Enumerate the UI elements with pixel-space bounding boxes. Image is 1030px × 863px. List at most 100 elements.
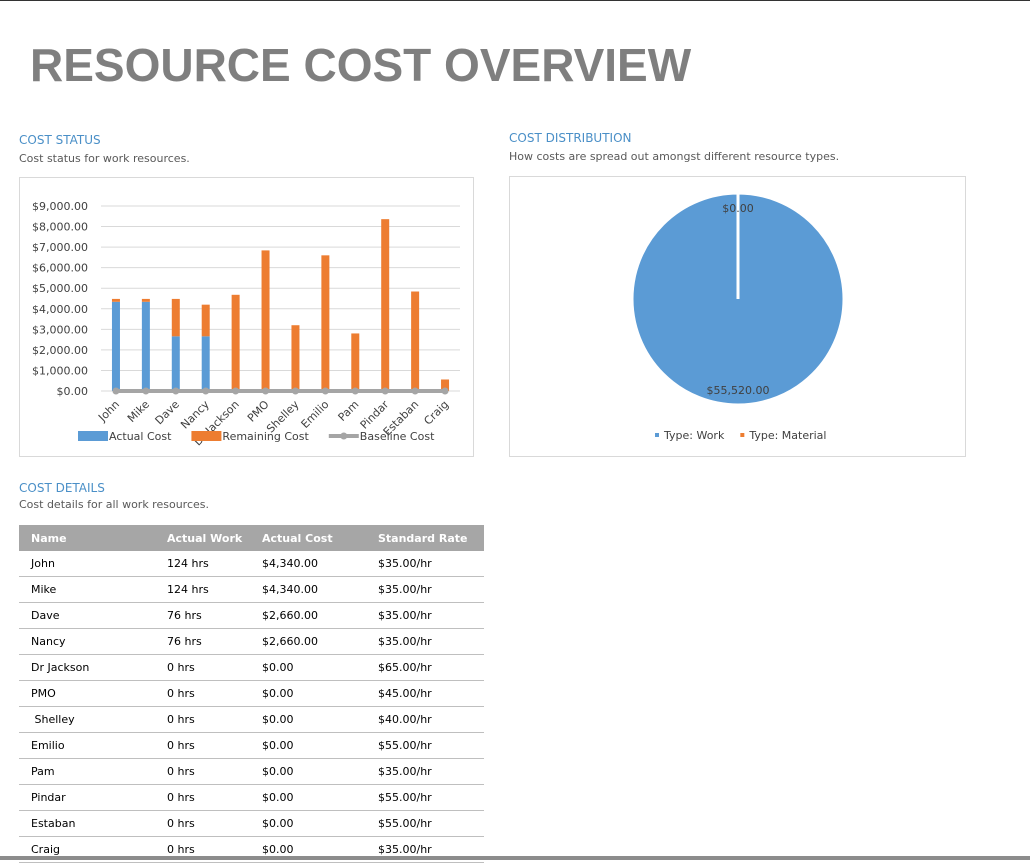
column-header: Standard Rate [378, 525, 484, 551]
bottom-border [0, 856, 1030, 860]
legend-swatch [78, 431, 108, 441]
x-tick-label: John [95, 398, 122, 425]
legend-label: Actual Cost [109, 430, 172, 443]
line-marker [112, 388, 119, 395]
x-tick-label: PMO [245, 398, 272, 425]
line-marker [142, 388, 149, 395]
table-cell: $0.00 [262, 655, 378, 681]
table-row: Dr Jackson0 hrs$0.00$65.00/hr [19, 655, 484, 681]
pie-chart: $55,520.00 $0.00 Type: Work Type: Material [509, 176, 966, 457]
table-cell: $35.00/hr [378, 551, 484, 577]
bar-segment [381, 219, 389, 391]
bar-segment [172, 336, 180, 391]
table-cell: 124 hrs [167, 577, 262, 603]
x-tick-label: Craig [421, 398, 451, 428]
bar-segment [202, 305, 210, 337]
table-cell: $4,340.00 [262, 577, 378, 603]
table-cell: Pindar [19, 785, 167, 811]
x-tick-label: Emilio [299, 398, 332, 431]
table-cell: Dave [19, 603, 167, 629]
table-cell: $0.00 [262, 681, 378, 707]
table-cell: $0.00 [262, 759, 378, 785]
y-tick-label: $1,000.00 [32, 364, 88, 377]
data-label: $55,520.00 [707, 384, 770, 397]
legend-label: Type: Material [748, 429, 826, 442]
table-row: PMO0 hrs$0.00$45.00/hr [19, 681, 484, 707]
table-cell: $0.00 [262, 733, 378, 759]
column-header: Actual Work [167, 525, 262, 551]
table-cell: John [19, 551, 167, 577]
legend-swatch [191, 431, 221, 441]
bar-segment [202, 336, 210, 391]
line-marker [232, 388, 239, 395]
line-marker [442, 388, 449, 395]
top-border [0, 0, 1030, 1]
table-cell: $65.00/hr [378, 655, 484, 681]
x-tick-label: Mike [125, 398, 152, 425]
bar-segment [232, 295, 240, 391]
table-cell: $35.00/hr [378, 603, 484, 629]
line-marker [262, 388, 269, 395]
table-cell: 0 hrs [167, 681, 262, 707]
line-marker [382, 388, 389, 395]
table-cell: Pam [19, 759, 167, 785]
table-row: Pam0 hrs$0.00$35.00/hr [19, 759, 484, 785]
bar-segment [321, 255, 329, 391]
table-cell: 76 hrs [167, 629, 262, 655]
table-cell: $55.00/hr [378, 811, 484, 837]
line-marker [412, 388, 419, 395]
line-marker [292, 388, 299, 395]
table-row: Nancy76 hrs$2,660.00$35.00/hr [19, 629, 484, 655]
table-cell: $55.00/hr [378, 785, 484, 811]
table-cell: $0.00 [262, 707, 378, 733]
bar-segment [142, 302, 150, 391]
section-subtitle: Cost status for work resources. [19, 152, 190, 165]
bar-segment [112, 299, 120, 302]
table-cell: Shelley [19, 707, 167, 733]
table-cell: $4,340.00 [262, 551, 378, 577]
table-cell: $35.00/hr [378, 629, 484, 655]
table-row: Pindar0 hrs$0.00$55.00/hr [19, 785, 484, 811]
bar-segment [262, 250, 270, 391]
table-row: John124 hrs$4,340.00$35.00/hr [19, 551, 484, 577]
y-tick-label: $8,000.00 [32, 221, 88, 234]
table-cell: $45.00/hr [378, 681, 484, 707]
table-cell: $2,660.00 [262, 629, 378, 655]
table-row: Emilio0 hrs$0.00$55.00/hr [19, 733, 484, 759]
column-header: Name [19, 525, 167, 551]
table-cell: 0 hrs [167, 707, 262, 733]
table-cell: 76 hrs [167, 603, 262, 629]
table-wrap: NameActual WorkActual CostStandard Rate … [19, 525, 484, 863]
table-row: Dave76 hrs$2,660.00$35.00/hr [19, 603, 484, 629]
y-tick-label: $6,000.00 [32, 262, 88, 275]
bar-segment [112, 302, 120, 391]
y-tick-label: $2,000.00 [32, 344, 88, 357]
line-marker [172, 388, 179, 395]
y-tick-label: $4,000.00 [32, 303, 88, 316]
legend-label: Type: Work [663, 429, 725, 442]
legend-swatch [740, 433, 744, 437]
y-tick-label: $3,000.00 [32, 323, 88, 336]
table-cell: $0.00 [262, 811, 378, 837]
cost-table: NameActual WorkActual CostStandard Rate … [19, 525, 484, 863]
legend-swatch [340, 433, 347, 440]
bar-segment [291, 325, 299, 391]
table-cell: PMO [19, 681, 167, 707]
table-cell: 0 hrs [167, 733, 262, 759]
y-tick-label: $5,000.00 [32, 282, 88, 295]
bar-segment [142, 299, 150, 302]
legend-swatch [655, 433, 659, 437]
bar-chart: $0.00 $1,000.00 $2,000.00 $3,000.00 $4,000.0… [19, 177, 474, 457]
table-row: Shelley0 hrs$0.00$40.00/hr [19, 707, 484, 733]
table-cell: Mike [19, 577, 167, 603]
table-cell: $55.00/hr [378, 733, 484, 759]
line-marker [322, 388, 329, 395]
table-cell: $40.00/hr [378, 707, 484, 733]
y-tick-label: $0.00 [57, 385, 89, 398]
line-marker [202, 388, 209, 395]
column-header: Actual Cost [262, 525, 378, 551]
data-label: $0.00 [722, 202, 754, 215]
table-cell: 124 hrs [167, 551, 262, 577]
section-title: COST STATUS [19, 133, 101, 147]
